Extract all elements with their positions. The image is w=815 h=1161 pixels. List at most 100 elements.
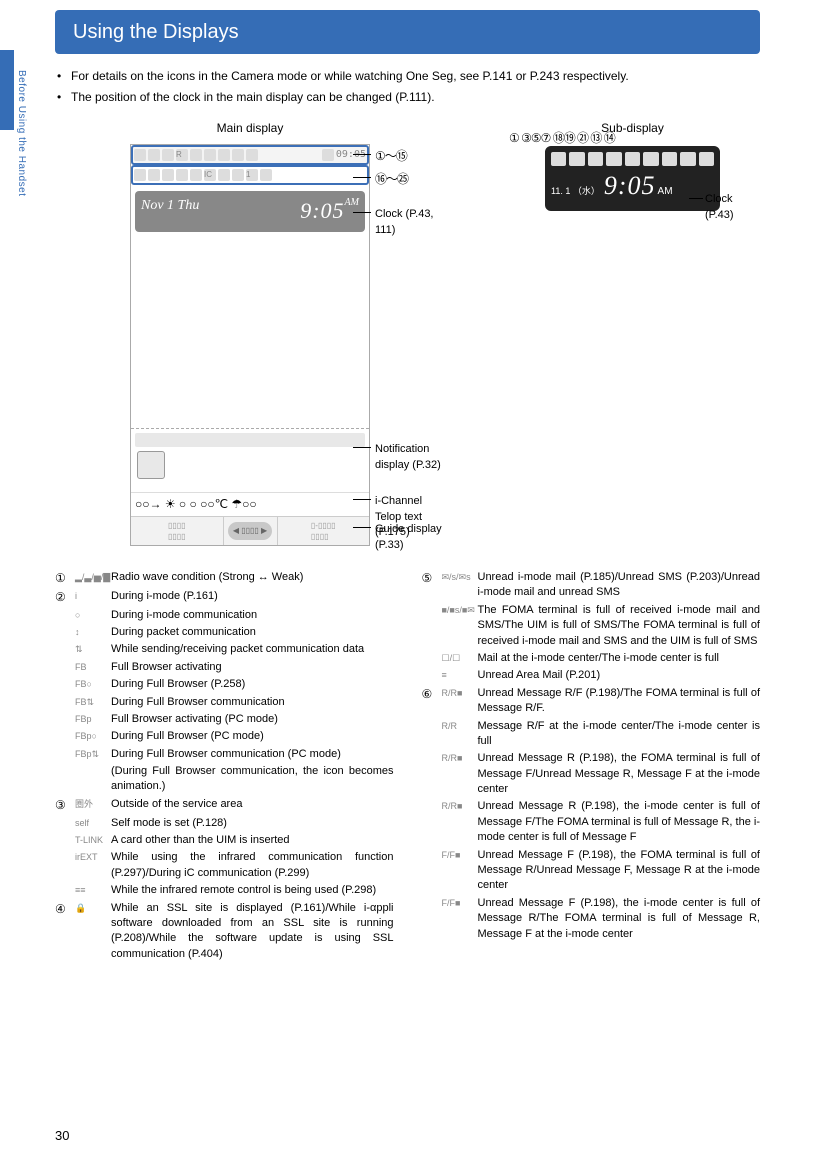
icon-description-row: selfSelf mode is set (P.128) bbox=[55, 816, 394, 831]
entry-number bbox=[422, 651, 442, 666]
icon-description-row: FBpFull Browser activating (PC mode) bbox=[55, 712, 394, 727]
entry-text: During Full Browser communication bbox=[111, 695, 394, 710]
entry-icon: ≡ bbox=[442, 668, 478, 683]
status-icon bbox=[190, 169, 202, 181]
status-icon: 1 bbox=[246, 169, 258, 181]
icon-description-row: ①▂/▃/▅/▇Radio wave condition (Strong ↔ W… bbox=[55, 570, 394, 587]
status-icon bbox=[218, 149, 230, 161]
icon-description-row: ⇅While sending/receiving packet communic… bbox=[55, 642, 394, 657]
sub-icons-row bbox=[551, 152, 714, 166]
ichannel-row: ○○→ ☀ ○ ○ ○○℃ ☂○○ bbox=[131, 492, 369, 516]
callout-line bbox=[353, 499, 371, 500]
icon-description-row: ⑤✉/s/✉sUnread i-mode mail (P.185)/Unread… bbox=[422, 570, 761, 601]
entry-icon: ↕ bbox=[75, 625, 111, 640]
icon-description-row: ■/■s/■✉The FOMA terminal is full of rece… bbox=[422, 603, 761, 649]
entry-number bbox=[55, 883, 75, 898]
callout-notification-label: Notification display (P.32) bbox=[375, 442, 445, 473]
entry-text: Unread Area Mail (P.201) bbox=[478, 668, 761, 683]
clock-banner: Nov 1 Thu 9:05 AM bbox=[135, 191, 365, 232]
entry-icon: R/R bbox=[442, 719, 478, 750]
sub-status-icon bbox=[643, 152, 658, 166]
entry-icon: self bbox=[75, 816, 111, 831]
status-icon bbox=[204, 149, 216, 161]
entry-text: Full Browser activating (PC mode) bbox=[111, 712, 394, 727]
battery-icon bbox=[322, 149, 334, 161]
status-row-1: R 09:05 bbox=[131, 145, 369, 165]
callout-line bbox=[353, 177, 371, 178]
guide-cell: ▯▯▯▯▯▯▯▯ bbox=[131, 517, 224, 545]
icon-description-row: FB○During Full Browser (P.258) bbox=[55, 677, 394, 692]
entry-text: Full Browser activating bbox=[111, 660, 394, 675]
intro-bullet: The position of the clock in the main di… bbox=[55, 89, 760, 106]
entry-text: Message R/F at the i-mode center/The i-m… bbox=[478, 719, 761, 750]
entry-number bbox=[55, 850, 75, 881]
callout-line bbox=[689, 198, 703, 199]
intro-bullet: For details on the icons in the Camera m… bbox=[55, 68, 760, 85]
clock-time: 9:05 bbox=[205, 196, 344, 227]
entry-text: Radio wave condition (Strong ↔ Weak) bbox=[111, 570, 394, 587]
status-icon bbox=[246, 149, 258, 161]
status-icon bbox=[190, 149, 202, 161]
guide-bar: ▯▯▯▯▯▯▯▯ ◀ ▯▯▯▯ ▶ ▯-▯▯▯▯▯▯▯▯ bbox=[131, 516, 369, 545]
entry-text: Unread Message F (P.198), the i-mode cen… bbox=[478, 896, 761, 942]
sub-time: 9:05 bbox=[604, 168, 656, 204]
entry-text: Outside of the service area bbox=[111, 797, 394, 814]
entry-text: Mail at the i-mode center/The i-mode cen… bbox=[478, 651, 761, 666]
icon-description-row: FBp⇅During Full Browser communication (P… bbox=[55, 747, 394, 762]
entry-icon: FB○ bbox=[75, 677, 111, 692]
entry-number bbox=[422, 848, 442, 894]
entry-text: While sending/receiving packet communica… bbox=[111, 642, 394, 657]
icon-description-row: ☐/☐Mail at the i-mode center/The i-mode … bbox=[422, 651, 761, 666]
entry-text: During i-mode (P.161) bbox=[111, 589, 394, 606]
nav-pad-icon: ◀ ▯▯▯▯ ▶ bbox=[228, 522, 272, 540]
entry-icon: FB bbox=[75, 660, 111, 675]
entry-text: Unread Message R/F (P.198)/The FOMA term… bbox=[478, 686, 761, 717]
ichannel-text: ○○→ ☀ ○ ○ ○○℃ ☂○○ bbox=[135, 496, 257, 513]
notification-area bbox=[131, 428, 369, 492]
entry-number bbox=[55, 764, 75, 795]
entry-number bbox=[55, 695, 75, 710]
entry-icon: R/R■ bbox=[442, 799, 478, 845]
icon-description-row: irEXTWhile using the infrared communicat… bbox=[55, 850, 394, 881]
notif-bar bbox=[135, 433, 365, 447]
sub-status-icon bbox=[680, 152, 695, 166]
entry-number: ③ bbox=[55, 797, 75, 814]
entry-number: ② bbox=[55, 589, 75, 606]
status-icon bbox=[148, 169, 160, 181]
entry-icon: ☐/☐ bbox=[442, 651, 478, 666]
entry-number bbox=[422, 603, 442, 649]
main-display-label: Main display bbox=[55, 120, 445, 137]
entry-icon: FBp○ bbox=[75, 729, 111, 744]
signal-icon bbox=[134, 149, 146, 161]
status-icon bbox=[218, 169, 230, 181]
status-icon bbox=[162, 169, 174, 181]
status-time: 09:05 bbox=[336, 148, 366, 162]
entry-icon: ■/■s/■✉ bbox=[442, 603, 478, 649]
icon-description-row: F/F■Unread Message F (P.198), the FOMA t… bbox=[422, 848, 761, 894]
status-icon bbox=[148, 149, 160, 161]
sub-status-icon bbox=[606, 152, 621, 166]
icon-description-row: ②iDuring i-mode (P.161) bbox=[55, 589, 394, 606]
icon-description-row: ≡Unread Area Mail (P.201) bbox=[422, 668, 761, 683]
entry-text: While the infrared remote control is bei… bbox=[111, 883, 394, 898]
entry-icon: 圏外 bbox=[75, 797, 111, 814]
clock-date: Nov 1 Thu bbox=[141, 196, 199, 227]
entry-number bbox=[55, 608, 75, 623]
circled-label: ①〜⑮ bbox=[375, 148, 407, 165]
icon-description-row: ④🔒While an SSL site is displayed (P.161)… bbox=[55, 901, 394, 963]
entry-text: Self mode is set (P.128) bbox=[111, 816, 394, 831]
page-title: Using the Displays bbox=[55, 10, 760, 54]
entry-text: The FOMA terminal is full of received i-… bbox=[478, 603, 761, 649]
side-tab: Before Using the Handset bbox=[14, 70, 30, 197]
sub-signal-icon bbox=[551, 152, 566, 166]
icon-description-row: FBp○During Full Browser (PC mode) bbox=[55, 729, 394, 744]
status-icon bbox=[176, 169, 188, 181]
entry-number: ⑤ bbox=[422, 570, 442, 601]
entry-text: Unread i-mode mail (P.185)/Unread SMS (P… bbox=[478, 570, 761, 601]
entry-text: While an SSL site is displayed (P.161)/W… bbox=[111, 901, 394, 963]
icon-description-row: FB⇅During Full Browser communication bbox=[55, 695, 394, 710]
entry-icon: ✉/s/✉s bbox=[442, 570, 478, 601]
notif-icon bbox=[137, 451, 165, 479]
status-icon bbox=[162, 149, 174, 161]
entry-number bbox=[55, 677, 75, 692]
